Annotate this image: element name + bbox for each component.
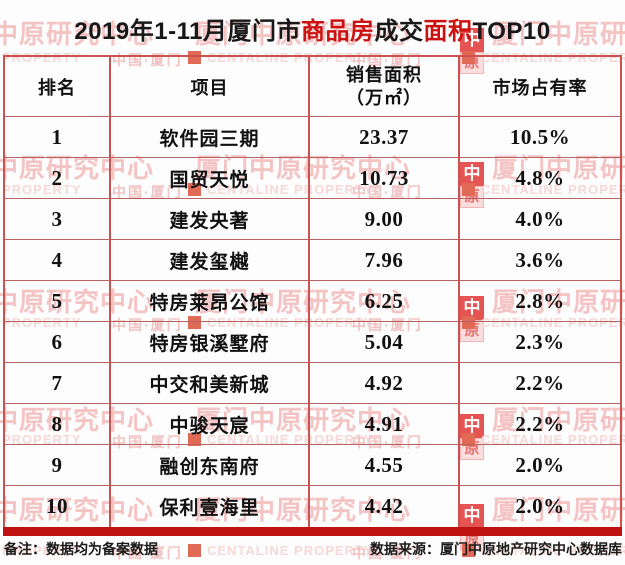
rank-cell: 1: [5, 117, 111, 158]
header-area: 销售面积 （万㎡）: [310, 57, 460, 117]
area-cell: 4.92: [310, 363, 460, 404]
share-cell: 2.0%: [460, 445, 620, 486]
title-segment: 2019年1-11月厦门市: [74, 18, 301, 45]
share-cell: 4.8%: [460, 158, 620, 199]
rank-cell: 3: [5, 199, 111, 240]
share-cell: 2.3%: [460, 322, 620, 363]
header-project: 项目: [111, 57, 310, 117]
bottom-bar: [3, 527, 622, 536]
share-cell: 4.0%: [460, 199, 620, 240]
project-cell: 国贸天悦: [111, 158, 310, 199]
dk-logo-icon: [188, 544, 201, 557]
page-title: 2019年1-11月厦门市商品房成交面积TOP10: [0, 11, 625, 46]
area-cell: 4.42: [310, 486, 460, 527]
watermark-text: CENTALINE PROPERTY: [207, 543, 374, 558]
project-cell: 特房银溪墅府: [111, 322, 310, 363]
share-cell: 2.0%: [515, 494, 565, 518]
project-cell: 建发玺樾: [111, 240, 310, 281]
area-cell: 23.37: [310, 117, 460, 158]
header-area-line1: 销售面积: [346, 65, 422, 85]
watermark-text: CENTALINE PROPERTY: [188, 543, 373, 558]
share-cell: 2.2%: [460, 363, 620, 404]
rank-cell: 8: [5, 404, 111, 445]
project-cell: 软件园三期: [111, 117, 310, 158]
project-cell: 中骏天宸: [111, 404, 310, 445]
header-share: 市场占有率: [460, 57, 620, 117]
area-cell: 10.73: [310, 158, 460, 199]
project-cell: 保利壹海里: [111, 486, 310, 527]
title-segment: 成交: [374, 18, 424, 45]
area-cell: 9.00: [310, 199, 460, 240]
share-cell: 10.5%: [460, 117, 620, 158]
header-rank: 排名: [5, 57, 111, 117]
project-cell: 建发央著: [111, 199, 310, 240]
area-cell: 7.96: [310, 240, 460, 281]
area-cell: 6.25: [310, 281, 460, 322]
project-cell: 特房莱昂公馆: [111, 281, 310, 322]
rank-cell: 6: [5, 322, 111, 363]
footer-note: 备注：数据均为备案数据: [4, 541, 158, 557]
title-segment-accent: 面积: [423, 18, 473, 45]
share-cell: 2.2%: [460, 404, 620, 445]
ranking-table: 排名 项目 销售面积 （万㎡） 市场占有率 1 软件园三期 23.37 10.5…: [3, 55, 622, 529]
rank-cell: 9: [5, 445, 111, 486]
rank-cell: 2: [5, 158, 111, 199]
rank-cell: 7: [5, 363, 111, 404]
rank-cell: 5: [5, 281, 111, 322]
rank-cell: 10: [5, 486, 111, 527]
title-segment-accent: 商品房: [301, 18, 375, 45]
share-cell: 2.8%: [460, 281, 620, 322]
area-cell: 4.91: [310, 404, 460, 445]
project-cell: 融创东南府: [111, 445, 310, 486]
project-cell: 中交和美新城: [111, 363, 310, 404]
area-cell: 5.04: [310, 322, 460, 363]
header-area-line2: （万㎡）: [346, 87, 422, 108]
area-cell: 4.55: [310, 445, 460, 486]
rank-cell: 4: [5, 240, 111, 281]
share-cell: 3.6%: [460, 240, 620, 281]
footer-source: 数据来源：厦门中原地产研究中心数据库: [370, 541, 622, 557]
title-segment: TOP10: [472, 18, 551, 45]
